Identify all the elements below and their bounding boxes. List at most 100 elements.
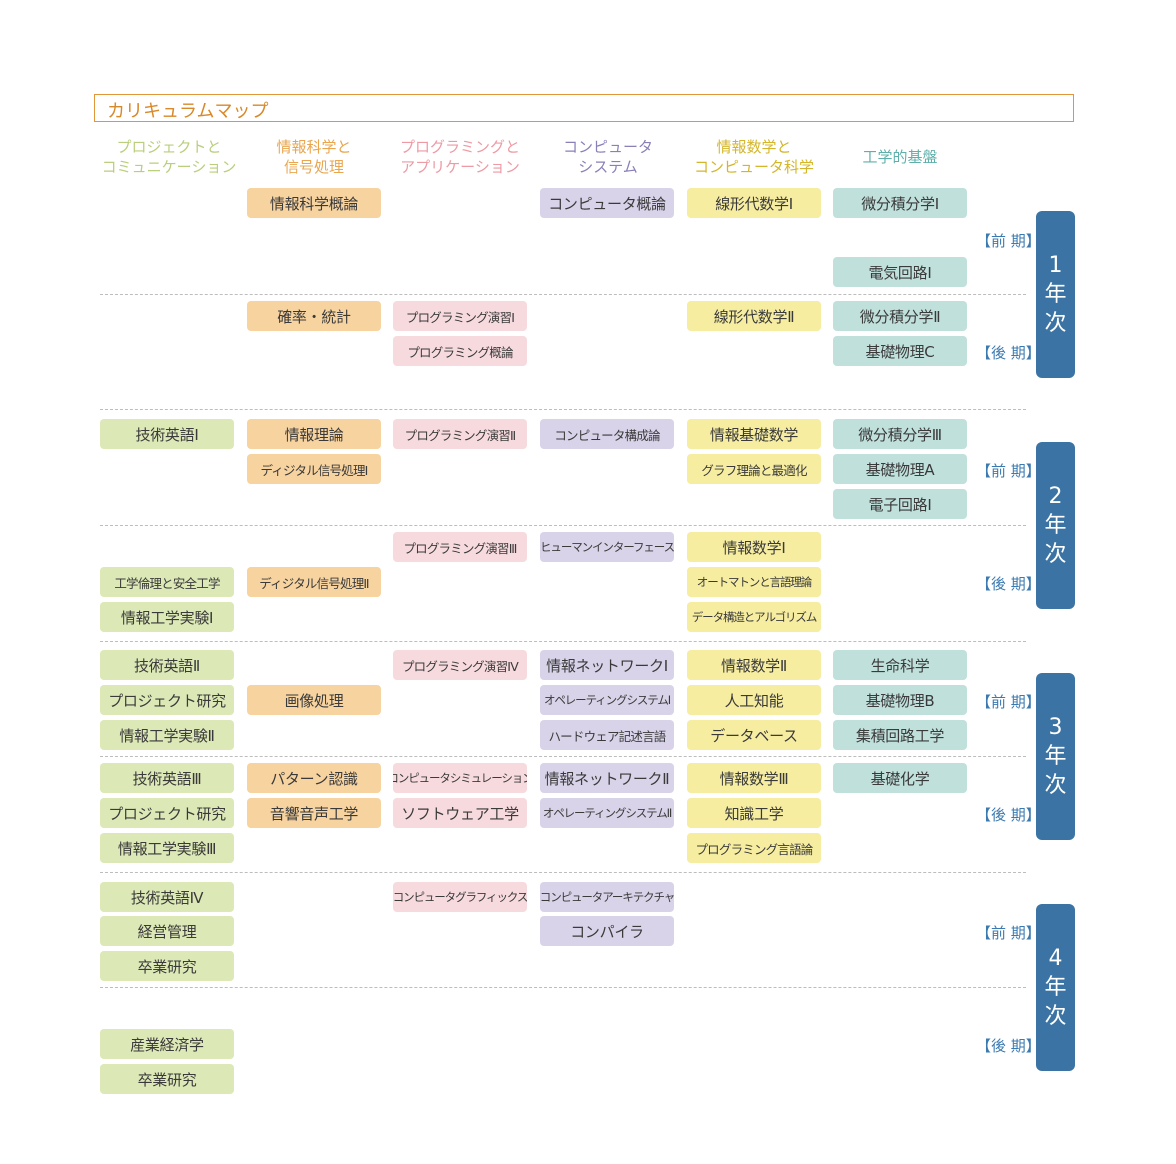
course-card: パターン認識 [247,763,381,793]
year-divider [100,641,1026,642]
year-divider [100,409,1026,410]
column-header-math-cs: 情報数学と コンピュータ科学 [684,137,824,177]
course-card: プログラミング演習Ⅰ [393,301,527,331]
course-card: 産業経済学 [100,1029,234,1059]
column-header-line: 工学的基盤 [862,148,938,166]
course-card: 情報数学Ⅱ [687,650,821,680]
course-card: オートマトンと言語理論 [687,567,821,597]
column-header-line: プログラミングと [399,138,520,156]
course-card: 情報数学Ⅲ [687,763,821,793]
course-card: 卒業研究 [100,951,234,981]
course-card: 工学倫理と安全工学 [100,567,234,597]
course-card: ソフトウェア工学 [393,798,527,828]
column-header-line: コミュニケーション [101,158,237,176]
course-card: プログラミング言語論 [687,833,821,863]
course-card: コンピュータグラフィックス [393,882,527,912]
year-badge-2: 2 年 次 [1036,442,1075,609]
semester-divider [100,294,1026,295]
semester-label-first: 【前 期】 [976,693,1041,711]
column-header-info-signal: 情報科学と 信号処理 [246,137,382,177]
course-card: 基礎物理A [833,454,967,484]
semester-divider [100,756,1026,757]
course-card: 電子回路Ⅰ [833,489,967,519]
column-header-project-communication: プロジェクトと コミュニケーション [98,137,240,177]
semester-label-second: 【後 期】 [976,344,1041,362]
semester-label-second: 【後 期】 [976,575,1041,593]
column-header-programming: プログラミングと アプリケーション [390,137,530,177]
course-card: 基礎化学 [833,763,967,793]
course-card: 卒業研究 [100,1064,234,1094]
course-card: ディジタル信号処理Ⅰ [247,454,381,484]
year-number: 4 [1048,946,1063,971]
title-box: カリキュラムマップ [94,94,1074,122]
column-header-line: 情報科学と [276,138,352,156]
course-card: 確率・統計 [247,301,381,331]
course-card: コンピュータ構成論 [540,419,674,449]
year-char: 次 [1044,773,1067,798]
column-header-computer-system: コンピュータ システム [540,137,676,177]
course-card: ヒューマンインターフェース [540,532,674,562]
course-card: 電気回路Ⅰ [833,257,967,287]
course-card: 情報ネットワークⅡ [540,763,674,793]
course-card: 画像処理 [247,685,381,715]
column-header-line: プロジェクトと [116,138,222,156]
course-card: 経営管理 [100,916,234,946]
column-header-line: コンピュータ科学 [693,158,814,176]
course-card: 集積回路工学 [833,720,967,750]
course-card: 技術英語Ⅳ [100,882,234,912]
year-char: 年 [1044,513,1067,538]
semester-label-first: 【前 期】 [976,924,1041,942]
course-card: プログラミング概論 [393,336,527,366]
course-card: ハードウェア記述言語 [540,720,674,750]
course-card: 情報理論 [247,419,381,449]
course-card: プログラミング演習Ⅱ [393,419,527,449]
course-card: 微分積分学Ⅱ [833,301,967,331]
year-badge-3: 3 年 次 [1036,673,1075,840]
course-card: 情報数学Ⅰ [687,532,821,562]
course-card: プロジェクト研究 [100,798,234,828]
year-number: 2 [1048,484,1063,509]
course-card: コンピュータ概論 [540,188,674,218]
year-char: 次 [1044,311,1067,336]
semester-label-second: 【後 期】 [976,806,1041,824]
course-card: コンパイラ [540,916,674,946]
course-card: 情報工学実験Ⅱ [100,720,234,750]
course-card: 情報基礎数学 [687,419,821,449]
column-header-line: 情報数学と [716,138,792,156]
course-card: プログラミング演習Ⅳ [393,650,527,680]
year-number: 3 [1048,715,1063,740]
course-card: 技術英語Ⅰ [100,419,234,449]
column-header-line: 信号処理 [283,158,344,176]
semester-label-second: 【後 期】 [976,1037,1041,1055]
course-card: 技術英語Ⅱ [100,650,234,680]
course-card: 音響音声工学 [247,798,381,828]
course-card: 情報科学概論 [247,188,381,218]
semester-label-first: 【前 期】 [976,462,1041,480]
course-card: 生命科学 [833,650,967,680]
course-card: 情報工学実験Ⅲ [100,833,234,863]
course-card: 技術英語Ⅲ [100,763,234,793]
course-card: 人工知能 [687,685,821,715]
year-badge-4: 4 年 次 [1036,904,1075,1071]
course-card: ディジタル信号処理Ⅱ [247,567,381,597]
course-card: 基礎物理B [833,685,967,715]
course-card: データ構造とアルゴリズム [687,602,821,632]
course-card: プログラミング演習Ⅲ [393,532,527,562]
course-card: プロジェクト研究 [100,685,234,715]
year-char: 次 [1044,542,1067,567]
year-char: 年 [1044,744,1067,769]
page-title: カリキュラムマップ [107,101,269,122]
course-card: コンピュータシミュレーション [393,763,527,793]
course-card: コンピュータアーキテクチャ [540,882,674,912]
course-card: 微分積分学Ⅰ [833,188,967,218]
year-number: 1 [1048,253,1063,278]
course-card: 情報工学実験Ⅰ [100,602,234,632]
semester-divider [100,525,1026,526]
column-header-line: コンピュータ [562,138,653,156]
course-card: 線形代数学Ⅰ [687,188,821,218]
course-card: 情報ネットワークⅠ [540,650,674,680]
course-card: オペレーティングシステムⅠ [540,685,674,715]
column-header-line: アプリケーション [400,158,520,176]
column-header-line: システム [578,158,638,176]
course-card: 基礎物理C [833,336,967,366]
